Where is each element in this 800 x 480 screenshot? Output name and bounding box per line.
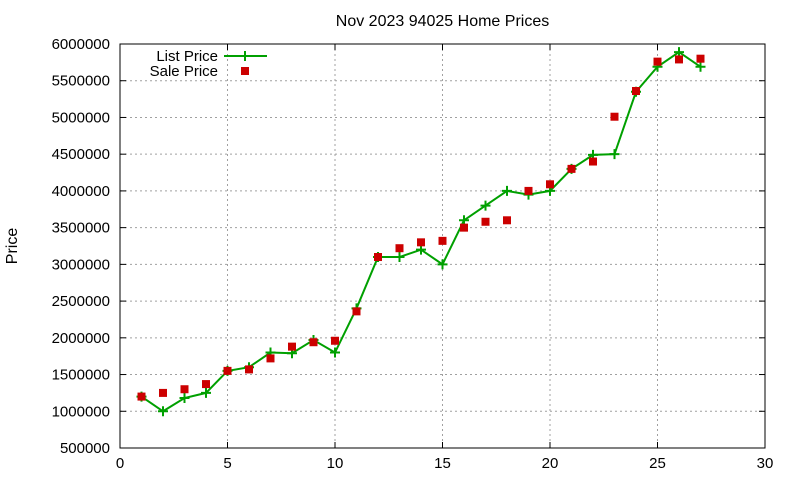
legend-label-sale-price: Sale Price bbox=[150, 63, 218, 80]
data-point-sale-price bbox=[395, 244, 404, 253]
data-point-sale-price bbox=[352, 307, 361, 316]
y-tick-label: 3500000 bbox=[52, 220, 110, 237]
data-point-sale-price bbox=[245, 365, 253, 374]
data-point-list-price bbox=[609, 149, 620, 160]
y-tick-label: 2000000 bbox=[52, 330, 110, 347]
legend-swatch-sale-price-marker bbox=[241, 67, 249, 75]
y-tick-label: 5500000 bbox=[52, 73, 110, 90]
data-point-sale-price bbox=[159, 388, 167, 397]
y-tick-label: 2500000 bbox=[52, 293, 110, 310]
x-tick-label: 30 bbox=[757, 455, 774, 472]
data-point-list-price bbox=[459, 215, 469, 226]
data-point-list-price bbox=[480, 200, 491, 211]
data-point-sale-price bbox=[610, 112, 619, 121]
y-tick-label: 1000000 bbox=[52, 403, 110, 420]
data-point-list-price bbox=[201, 387, 211, 398]
data-point-list-price bbox=[330, 347, 340, 358]
legend-label-list-price: List Price bbox=[156, 48, 218, 65]
x-tick-label: 10 bbox=[327, 455, 344, 472]
data-point-sale-price bbox=[266, 354, 275, 363]
data-point-sale-price bbox=[202, 380, 210, 389]
data-point-sale-price bbox=[632, 87, 640, 96]
data-point-sale-price bbox=[567, 164, 576, 173]
gridlines bbox=[120, 44, 765, 448]
y-tick-label: 3000000 bbox=[52, 256, 110, 273]
legend-swatch-list-price-marker bbox=[240, 51, 250, 61]
data-point-list-price bbox=[416, 244, 426, 255]
data-point-sale-price bbox=[417, 238, 425, 247]
y-tick-label: 500000 bbox=[60, 440, 110, 457]
data-point-sale-price bbox=[331, 336, 339, 345]
data-point-sale-price bbox=[438, 236, 447, 245]
x-tick-label: 5 bbox=[223, 455, 231, 472]
legend: List Price Sale Price bbox=[150, 48, 267, 80]
data-point-sale-price bbox=[503, 216, 511, 225]
series-sale-price bbox=[137, 54, 705, 401]
data-point-sale-price bbox=[288, 342, 296, 351]
x-tick-label: 15 bbox=[434, 455, 451, 472]
y-tick-label: 4500000 bbox=[52, 146, 110, 163]
y-tick-label: 1500000 bbox=[52, 367, 110, 384]
plot-area-frame bbox=[119, 43, 766, 449]
y-tick-label: 5000000 bbox=[52, 109, 110, 126]
data-point-sale-price bbox=[653, 57, 662, 66]
data-point-sale-price bbox=[481, 217, 490, 226]
data-point-list-price bbox=[502, 185, 512, 196]
data-point-sale-price bbox=[180, 385, 189, 394]
y-tick-label: 6000000 bbox=[52, 36, 110, 53]
data-point-sale-price bbox=[696, 54, 705, 63]
data-point-sale-price bbox=[460, 223, 468, 232]
x-tick-label: 20 bbox=[542, 455, 559, 472]
data-point-sale-price bbox=[137, 392, 146, 401]
series-layer bbox=[136, 47, 706, 417]
data-point-list-price bbox=[158, 406, 168, 417]
data-point-list-price bbox=[695, 61, 706, 72]
data-point-list-price bbox=[179, 393, 190, 404]
y-tick-label: 4000000 bbox=[52, 183, 110, 200]
data-point-sale-price bbox=[374, 253, 382, 262]
x-tick-label: 25 bbox=[649, 455, 666, 472]
data-point-sale-price bbox=[309, 338, 318, 347]
data-point-sale-price bbox=[524, 186, 533, 195]
data-point-sale-price bbox=[675, 55, 683, 64]
axis-ticks: 0 5 10 15 20 25 30 500000 1000000 1500000 2000000 2… bbox=[52, 36, 774, 472]
data-point-list-price bbox=[437, 259, 448, 270]
series-list-price bbox=[136, 47, 706, 417]
series-line-list-price bbox=[140, 50, 702, 413]
data-point-sale-price bbox=[589, 157, 597, 166]
chart-title: Nov 2023 94025 Home Prices bbox=[336, 13, 549, 30]
data-point-sale-price bbox=[546, 180, 554, 189]
x-tick-label: 0 bbox=[116, 455, 124, 472]
y-axis-label: Price bbox=[4, 228, 21, 265]
data-point-sale-price bbox=[223, 366, 232, 375]
data-point-list-price bbox=[674, 47, 684, 58]
data-point-list-price bbox=[394, 252, 405, 263]
legend-swatches bbox=[224, 51, 267, 75]
